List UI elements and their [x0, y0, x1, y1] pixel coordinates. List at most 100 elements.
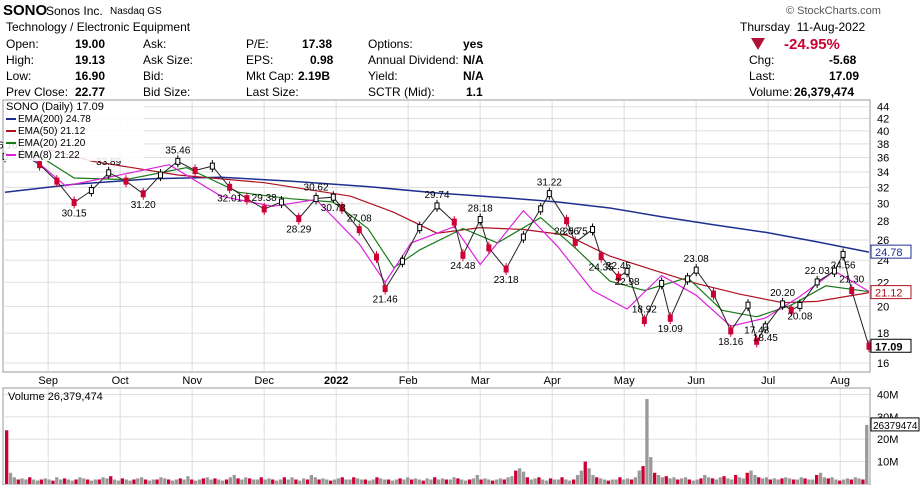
volume-bar [471, 478, 475, 484]
volume-bar [695, 479, 699, 484]
candle-body [356, 226, 362, 234]
eps-label: EPS: [246, 53, 274, 67]
volume-bar [649, 457, 653, 484]
candle-body [261, 205, 267, 213]
sctr-label: SCTR (Mid): [368, 85, 435, 99]
volume-bar [413, 478, 418, 484]
y-tick-label: 16 [877, 358, 889, 370]
volume-bar [487, 479, 491, 484]
volume-bar [398, 478, 402, 484]
volume-bar [799, 477, 803, 484]
volume-bar [830, 477, 834, 484]
pivot-label: 22.45 [606, 261, 631, 272]
candle-body [745, 301, 751, 309]
x-tick-label: May [614, 375, 635, 387]
options-label: Options: [368, 37, 413, 51]
volume-tag-box [870, 417, 920, 432]
candle-body [849, 286, 855, 294]
volume-bar [521, 471, 526, 484]
pivot-label: 22.98 [615, 277, 640, 288]
volume-bar [494, 479, 499, 484]
volume-bar [533, 478, 537, 484]
volume-bar [51, 480, 55, 484]
volume-bar [406, 477, 410, 484]
volume-bar [186, 476, 190, 484]
volume-bar [39, 479, 43, 484]
pivot-label: 18.45 [753, 333, 778, 344]
volume-bar [55, 477, 59, 484]
volume-bar [43, 478, 47, 484]
pivot-label: 30.62 [304, 183, 329, 194]
volume-bar [275, 480, 279, 484]
volume-bar [97, 479, 101, 484]
price-tag-box [870, 285, 912, 300]
candle-body [659, 279, 665, 287]
candle-body [641, 316, 647, 324]
candle-body [831, 267, 837, 275]
volume-bar [842, 479, 846, 484]
volume-bar [691, 480, 695, 484]
yield-label: Yield: [368, 69, 398, 83]
pivot-label: 23.08 [684, 254, 709, 265]
watermark: © StockCharts.com [786, 5, 881, 17]
volume-bar [818, 472, 823, 484]
pivot-label: 35.46 [165, 145, 190, 156]
candle-body [460, 251, 466, 259]
pivot-label: 18.16 [718, 337, 743, 348]
legend-bg [4, 101, 144, 161]
candle-body [477, 216, 483, 224]
volume-bar [132, 479, 136, 484]
volume-bar [564, 479, 568, 484]
volume-label: Volume: [749, 85, 793, 99]
candle-body [762, 323, 768, 331]
mktcap-label: Mkt Cap: [246, 69, 295, 83]
volume-bar [556, 479, 560, 484]
volume-bar [672, 477, 676, 484]
volume-bar [741, 478, 745, 484]
volume-bar [363, 479, 367, 484]
pivot-label: 29.38 [252, 193, 277, 204]
volume-bar [151, 479, 155, 484]
volume-panel-title: Volume 26,379,474 [8, 391, 103, 403]
volume-bar [595, 477, 599, 484]
ask-size-label: Ask Size: [143, 53, 194, 67]
volume-bar [440, 478, 445, 484]
pivot-label: 18.92 [632, 304, 657, 315]
volume-bar [437, 479, 441, 484]
price-panel-frame [2, 99, 871, 373]
volume-bar [784, 477, 788, 484]
volume-bar [124, 479, 128, 484]
volume-bar [12, 477, 16, 484]
candle-body [624, 267, 630, 275]
volume-bar [518, 468, 522, 484]
ema-lines [2, 148, 872, 353]
y-tick-label: 26 [877, 235, 889, 247]
ema20-line [30, 150, 870, 318]
options-value: yes [463, 37, 484, 51]
y-tick-label: 44 [877, 102, 889, 114]
volume-bar [371, 479, 375, 484]
volume-bar [429, 479, 433, 484]
candle-body [417, 224, 423, 232]
volume-bar [321, 478, 325, 484]
volume-bar [548, 478, 553, 484]
volume-bar [286, 479, 290, 484]
volume-bar [456, 478, 460, 484]
volume-bar [78, 477, 82, 484]
volume-bar [259, 477, 263, 484]
volume-bar [591, 475, 595, 484]
volume-bar [298, 480, 302, 484]
volume-bar [849, 479, 853, 484]
volume-bar [815, 475, 819, 484]
ticker: SONO [3, 2, 48, 19]
volume-bar [128, 480, 132, 484]
volume-bar [537, 477, 541, 484]
volume-bar [290, 477, 294, 484]
volume-bar [653, 472, 657, 484]
volume-bar [390, 480, 394, 484]
sctr-value: 1.1 [466, 85, 483, 99]
volume-bar [209, 479, 213, 484]
volume-bar [116, 480, 121, 484]
volume-bar [167, 479, 171, 484]
pivot-label: 17.43 [744, 325, 769, 336]
